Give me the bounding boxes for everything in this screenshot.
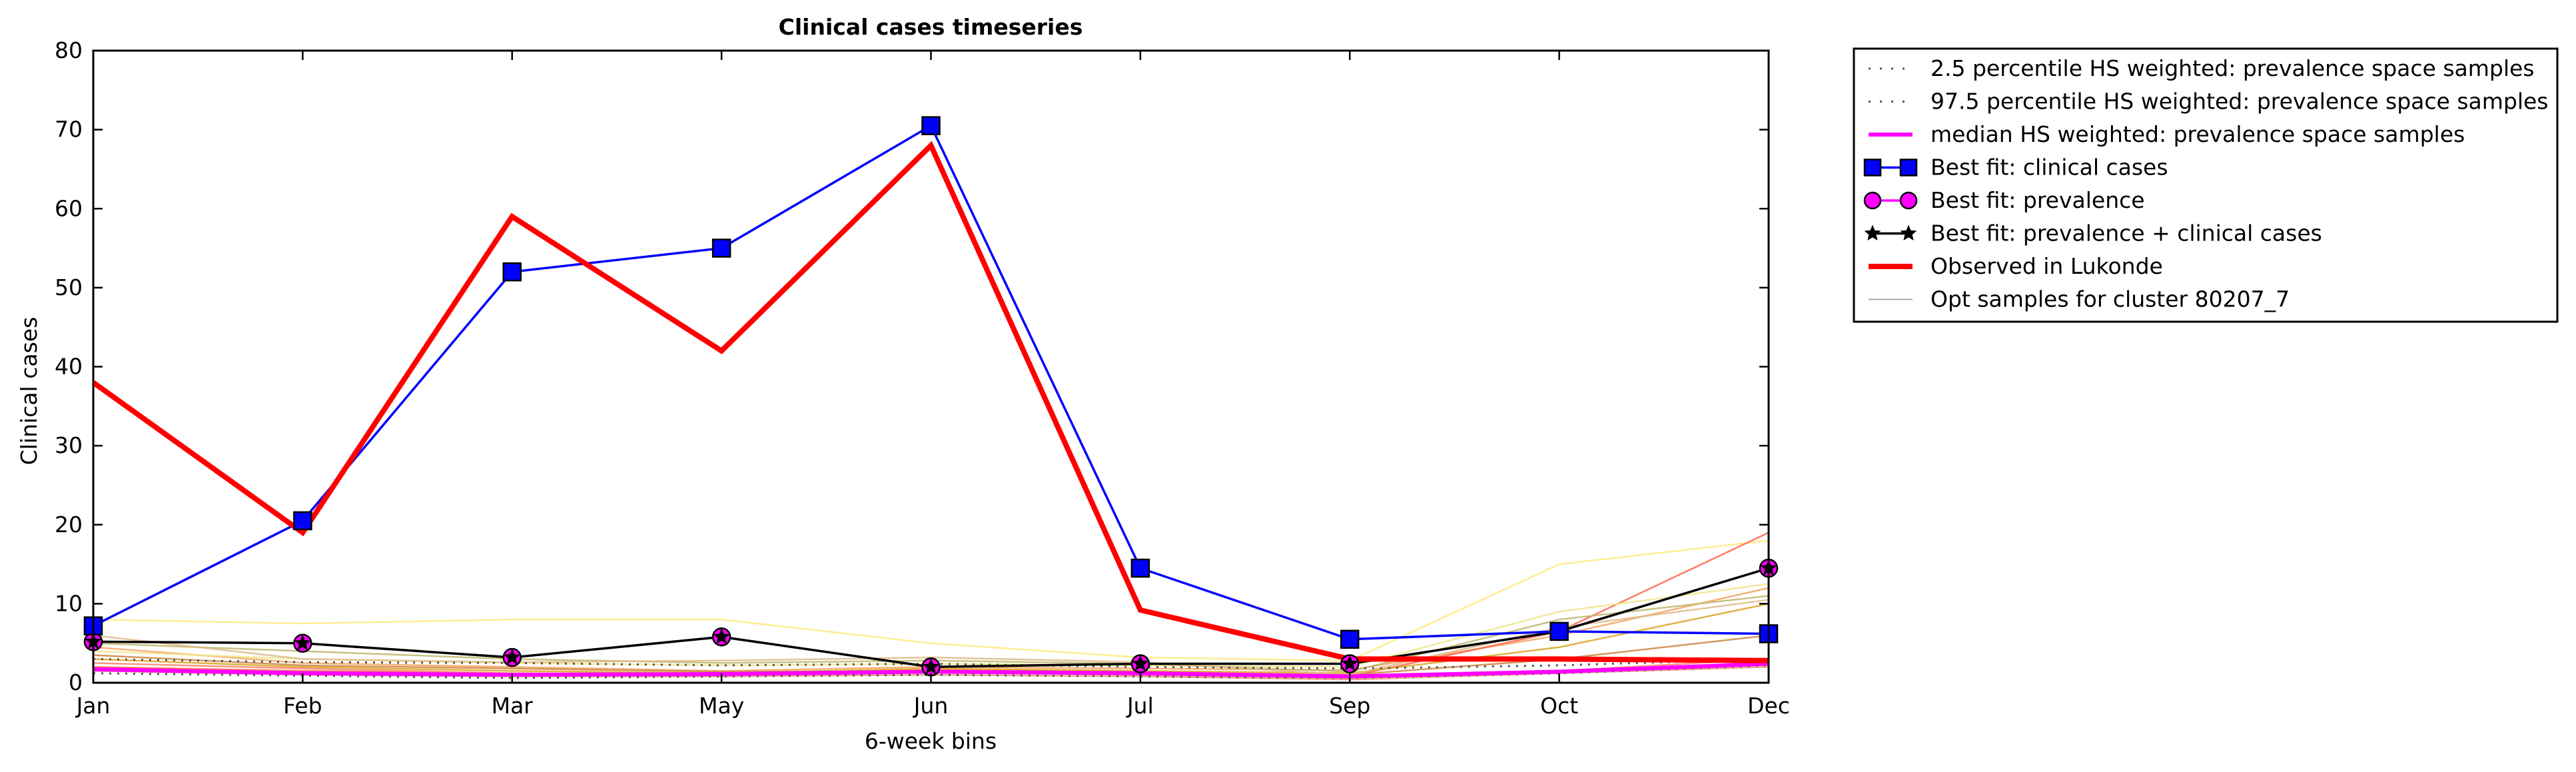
best-fit-prevalence-clinical-point xyxy=(1341,655,1358,671)
best-fit-clinical-point xyxy=(1130,558,1150,578)
best-fit-clinical-point xyxy=(1340,629,1360,649)
legend-marker xyxy=(1899,159,1918,177)
best-fit-clinical-point xyxy=(921,116,941,135)
chart-title: Clinical cases timeseries xyxy=(779,14,1083,40)
y-tick-label: 50 xyxy=(55,274,83,300)
best-fit-prevalence-clinical-point xyxy=(1132,655,1149,671)
legend: 2.5 percentile HS weighted: prevalence s… xyxy=(1853,47,2559,323)
best-fit-clinical-point xyxy=(711,238,731,258)
legend-label: median HS weighted: prevalence space sam… xyxy=(1931,121,2465,147)
x-tick-label: Jun xyxy=(913,693,949,719)
x-tick-label: Oct xyxy=(1540,693,1578,719)
legend-label: Observed in Lukonde xyxy=(1931,253,2163,279)
observed-line xyxy=(91,141,1769,663)
legend-label: 2.5 percentile HS weighted: prevalence s… xyxy=(1931,55,2535,81)
x-tick-label: Jul xyxy=(1126,693,1154,719)
legend-marker xyxy=(1864,224,1881,240)
x-tick-label: Feb xyxy=(283,693,322,719)
x-tick-label: Jan xyxy=(75,693,111,719)
legend-marker xyxy=(1899,191,1918,210)
opt-sample-line-1 xyxy=(93,540,1769,662)
legend-marker xyxy=(1863,159,1882,177)
best-fit-clinical-point xyxy=(1549,621,1569,641)
x-tick-label: Dec xyxy=(1747,693,1790,719)
best-fit-prevalence-clinical-point xyxy=(294,634,311,651)
legend-box xyxy=(1853,47,2559,323)
x-tick-label: May xyxy=(699,693,744,719)
best-fit-prevalence-clinical-point xyxy=(713,628,730,644)
x-tick-label: Mar xyxy=(492,693,534,719)
y-axis-label: Clinical cases xyxy=(16,317,42,466)
legend-label: Best fit: clinical cases xyxy=(1931,155,2168,181)
legend-label: Opt samples for cluster 80207_7 xyxy=(1931,286,2290,312)
markers-layer xyxy=(83,116,1779,677)
y-tick-label: 40 xyxy=(55,354,83,380)
y-tick-label: 20 xyxy=(55,512,83,538)
legend-label: 97.5 percentile HS weighted: prevalence … xyxy=(1931,89,2549,115)
y-tick-label: 30 xyxy=(55,432,83,458)
best-fit-prevalence-clinical-point xyxy=(504,649,521,665)
axes-layer: 0 10 20 30 40 50 60 70 80 Jan Feb Mar May Jun Jul Sep Oc… xyxy=(55,37,1790,719)
best-fit-prevalence-clinical-point xyxy=(923,658,939,674)
legend-marker xyxy=(1863,191,1882,210)
legend-marker xyxy=(1900,224,1917,240)
y-tick-label: 10 xyxy=(55,590,83,616)
best-fit-clinical-point xyxy=(293,511,312,531)
legend-label: Best fit: prevalence xyxy=(1931,187,2145,213)
legend-label: Best fit: prevalence + clinical cases xyxy=(1931,220,2322,246)
y-tick-label: 70 xyxy=(55,117,83,143)
best-fit-clinical-point xyxy=(502,262,522,282)
x-axis-label: 6-week bins xyxy=(865,728,997,754)
y-tick-label: 60 xyxy=(55,195,83,221)
y-tick-label: 0 xyxy=(69,669,83,695)
y-tick-label: 80 xyxy=(55,37,83,63)
x-tick-label: Sep xyxy=(1329,693,1370,719)
